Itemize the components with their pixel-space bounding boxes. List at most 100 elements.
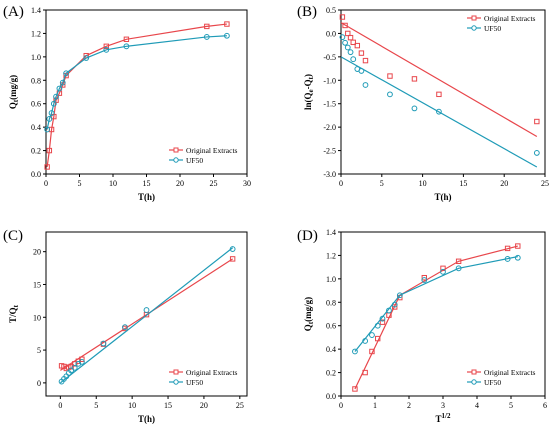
data-point bbox=[339, 14, 346, 20]
x-tick-label: 3 bbox=[441, 401, 445, 410]
data-point bbox=[411, 76, 418, 82]
y-tick-label: 0.4 bbox=[31, 123, 41, 132]
series-line bbox=[59, 247, 234, 384]
data-point bbox=[63, 70, 69, 77]
data-point bbox=[123, 36, 130, 42]
data-point bbox=[350, 56, 357, 63]
data-point bbox=[342, 39, 348, 46]
x-tick-label: 0 bbox=[44, 179, 48, 188]
series-uf50 bbox=[339, 34, 540, 168]
panel-c: (C) 0 5 10 15 20 25 0 5 10 15 20 T(h) T/Qt Original Ex… bbox=[3, 228, 248, 424]
x-tick-label: 20 bbox=[200, 401, 208, 410]
x-tick-label: 25 bbox=[541, 179, 549, 188]
plot-frame bbox=[45, 231, 248, 397]
panel-a: (A) 0 5 10 15 20 25 30 0.0 0.2 0.4 0.6 0.8 1.0 1.2 1.4 T… bbox=[3, 4, 251, 202]
data-point bbox=[533, 150, 540, 156]
y-axis-label: Qt(mg/g) bbox=[303, 297, 315, 331]
data-point bbox=[455, 265, 462, 272]
y-tick-label: 0.6 bbox=[31, 100, 41, 109]
y-tick-label: 10 bbox=[33, 313, 41, 322]
series-line bbox=[354, 245, 518, 390]
data-point bbox=[342, 22, 348, 29]
y-tick-label: -0.5 bbox=[323, 53, 336, 62]
legend-marker bbox=[471, 25, 477, 31]
legend-marker bbox=[471, 379, 477, 385]
panel-label: (C) bbox=[3, 228, 23, 244]
data-point bbox=[50, 100, 57, 107]
data-point bbox=[44, 126, 51, 133]
data-point bbox=[46, 147, 53, 154]
data-point bbox=[59, 79, 66, 86]
data-point bbox=[79, 356, 85, 362]
x-tick-label: 15 bbox=[164, 401, 172, 410]
y-tick-label: 1.4 bbox=[31, 6, 41, 15]
data-point bbox=[504, 245, 511, 252]
data-point bbox=[48, 110, 55, 116]
x-tick-label: 4 bbox=[475, 401, 479, 410]
legend-label: UF50 bbox=[186, 156, 203, 165]
y-tick-label: 1.0 bbox=[326, 275, 336, 284]
data-point bbox=[103, 46, 110, 53]
x-tick-label: 15 bbox=[143, 179, 151, 188]
data-point bbox=[83, 55, 90, 61]
x-axis-label: T(h) bbox=[138, 192, 155, 202]
data-point bbox=[358, 68, 365, 74]
data-point bbox=[369, 348, 375, 355]
data-point bbox=[375, 335, 381, 342]
legend-marker bbox=[173, 157, 179, 163]
y-tick-label: 0.6 bbox=[326, 322, 336, 331]
data-point bbox=[391, 301, 398, 308]
x-tick-label: 5 bbox=[94, 401, 98, 410]
y-tick-label: -1.5 bbox=[323, 100, 336, 109]
data-point bbox=[352, 348, 358, 355]
y-tick-label: 0.8 bbox=[326, 298, 336, 307]
y-tick-label: 1.2 bbox=[31, 29, 41, 38]
x-tick-label: 6 bbox=[543, 401, 547, 410]
legend-label: UF50 bbox=[484, 24, 501, 33]
data-point bbox=[362, 369, 368, 376]
x-axis-label: T(h) bbox=[138, 414, 155, 424]
data-point bbox=[100, 340, 107, 347]
y-tick-label: 0.2 bbox=[326, 369, 336, 378]
series-original-extracts bbox=[352, 243, 521, 392]
panel-label: (A) bbox=[3, 4, 24, 20]
data-point bbox=[229, 246, 236, 252]
legend-label: Original Extracts bbox=[484, 368, 536, 377]
series-line bbox=[340, 56, 538, 168]
panel-d: (D) 0 1 2 3 4 5 6 0.0 0.2 0.4 0.6 0.8 1.0 1.2 1.4 T1/2 Qt… bbox=[297, 228, 547, 424]
y-tick-label: 15 bbox=[33, 280, 41, 289]
y-tick-label: 0.2 bbox=[31, 147, 41, 156]
y-tick-label: -2.5 bbox=[323, 147, 336, 156]
plot-frame bbox=[340, 9, 546, 175]
data-point bbox=[143, 307, 150, 313]
x-tick-label: 5 bbox=[78, 179, 82, 188]
series-uf50 bbox=[352, 254, 521, 355]
y-tick-label: -1.0 bbox=[323, 76, 336, 85]
x-tick-label: 10 bbox=[109, 179, 117, 188]
series-line bbox=[340, 22, 538, 138]
data-point bbox=[53, 93, 59, 100]
data-point bbox=[345, 30, 351, 37]
y-tick-label: 0.8 bbox=[31, 76, 41, 85]
data-point bbox=[71, 364, 78, 371]
data-point bbox=[354, 42, 361, 49]
y-tick-label: 1.2 bbox=[326, 251, 336, 260]
x-tick-label: 15 bbox=[459, 179, 467, 188]
data-point bbox=[224, 21, 230, 27]
data-point bbox=[411, 105, 418, 112]
data-point bbox=[392, 304, 398, 310]
legend-marker bbox=[173, 369, 179, 375]
x-tick-label: 20 bbox=[176, 179, 184, 188]
x-tick-label: 5 bbox=[509, 401, 513, 410]
legend-label: Original Extracts bbox=[484, 14, 536, 23]
panel-b: (B) 0 5 10 15 20 25 -3.0 -2.5 -2.0 -1.5 -1.0 -0.5 0.0… bbox=[297, 4, 549, 202]
data-point bbox=[387, 73, 393, 79]
data-point bbox=[440, 268, 446, 275]
data-point bbox=[44, 164, 50, 170]
x-tick-label: 1 bbox=[373, 401, 377, 410]
x-tick-label: 0 bbox=[339, 179, 343, 188]
